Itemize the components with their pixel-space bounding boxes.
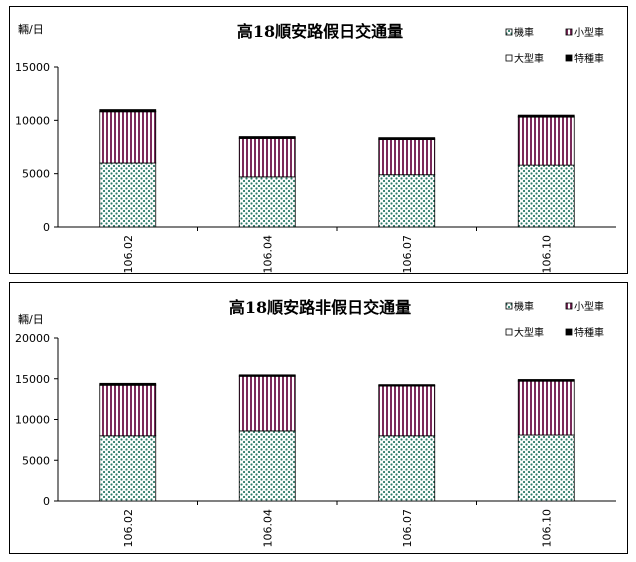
y-tick-label: 0	[43, 221, 50, 234]
x-tick-label: 106.04	[261, 509, 274, 548]
bar-segment-small-car	[517, 116, 575, 166]
x-tick-label: 106.07	[401, 235, 414, 273]
legend-label-special-vehicle: 特種車	[574, 326, 604, 339]
x-tick-label: 106.10	[540, 235, 553, 273]
y-axis-unit: 輛/日	[18, 312, 44, 326]
bar-segment-special-vehicle	[238, 374, 296, 377]
chart-panel-weekday: 高18順安路非假日交通量 輛/日 0 5000 10000 15000 20000 106…	[9, 282, 628, 554]
y-tick-label: 10000	[15, 114, 50, 127]
chart-title: 高18順安路假日交通量	[237, 22, 403, 41]
legend-label-large-car: 大型車	[514, 326, 544, 339]
legend-swatch-large-car	[505, 328, 513, 336]
bar-segment-scooter	[517, 434, 575, 502]
legend-swatch-scooter	[505, 28, 513, 36]
bar-segment-scooter	[238, 176, 296, 228]
bar-segment-small-car	[99, 111, 157, 164]
bar-segment-scooter	[378, 435, 436, 502]
bar-segment-special-vehicle	[99, 382, 157, 386]
plot-area: 0 5000 10000 15000 20000 106.02 106.04 106.07 10…	[15, 332, 616, 548]
x-tick-label: 106.07	[401, 509, 414, 548]
legend-swatch-special-vehicle	[565, 328, 573, 336]
x-tick-label: 106.02	[122, 235, 135, 273]
chart-panel-holiday: 高18順安路假日交通量 輛/日 0 5000 10000 15000 106.02 106…	[9, 6, 628, 274]
y-tick-label: 15000	[15, 373, 50, 386]
x-tick-label: 106.10	[540, 509, 553, 548]
y-tick-label: 0	[43, 495, 50, 508]
bar-segment-special-vehicle	[517, 379, 575, 382]
plot-area: 0 5000 10000 15000 106.02 106.04 106.07 106.10	[15, 61, 616, 273]
bar-segment-scooter	[517, 164, 575, 228]
legend-label-small-car: 小型車	[574, 26, 604, 39]
bar-segment-small-car	[238, 375, 296, 432]
legend-swatch-scooter	[505, 302, 513, 310]
legend-label-scooter: 機車	[514, 300, 534, 313]
bar-segment-small-car	[238, 138, 296, 178]
x-tick-label: 106.02	[122, 509, 135, 548]
bar-segment-small-car	[517, 380, 575, 436]
bar-segment-scooter	[378, 174, 436, 228]
legend-label-large-car: 大型車	[514, 52, 544, 65]
holiday-traffic-chart: 高18順安路假日交通量 輛/日 0 5000 10000 15000 106.02 106…	[15, 22, 616, 273]
legend-label-small-car: 小型車	[574, 300, 604, 313]
bar-segment-small-car	[99, 384, 157, 437]
legend-swatch-small-car	[565, 302, 573, 310]
legend-label-special-vehicle: 特種車	[574, 52, 604, 65]
weekday-traffic-chart: 高18順安路非假日交通量 輛/日 0 5000 10000 15000 20000 106…	[15, 298, 616, 548]
bar-segment-small-car	[378, 385, 436, 437]
y-tick-label: 20000	[15, 332, 50, 345]
y-tick-label: 15000	[15, 61, 50, 74]
y-tick-label: 5000	[22, 168, 50, 181]
bar-segment-small-car	[378, 139, 436, 176]
chart-title: 高18順安路非假日交通量	[229, 298, 411, 317]
y-axis-unit: 輛/日	[18, 22, 44, 36]
bar-segment-scooter	[99, 162, 157, 228]
bar-segment-scooter	[99, 435, 157, 502]
legend-swatch-small-car	[565, 28, 573, 36]
x-tick-label: 106.04	[261, 235, 274, 273]
bar-segment-scooter	[238, 430, 296, 502]
y-tick-label: 5000	[22, 454, 50, 467]
bar-segment-special-vehicle	[378, 384, 436, 386]
legend-swatch-special-vehicle	[565, 54, 573, 62]
bar-segment-special-vehicle	[378, 137, 436, 140]
bar-segment-special-vehicle	[99, 109, 157, 112]
y-tick-label: 10000	[15, 414, 50, 427]
legend-label-scooter: 機車	[514, 26, 534, 39]
bar-segment-special-vehicle	[517, 114, 575, 117]
bar-segment-special-vehicle	[238, 136, 296, 139]
legend-swatch-large-car	[505, 54, 513, 62]
